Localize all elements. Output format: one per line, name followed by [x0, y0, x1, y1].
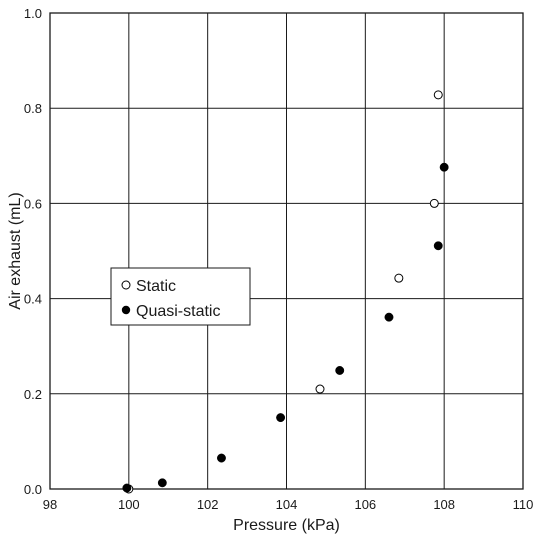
- legend-box: [110, 267, 251, 326]
- legend-label-static: Static: [136, 278, 176, 295]
- legend-marker-quasi-static: [121, 305, 131, 315]
- legend: Static Quasi-static: [110, 267, 251, 326]
- point-static: [394, 273, 404, 283]
- plot-frame: [49, 12, 524, 490]
- point-quasi-static: [276, 413, 286, 423]
- y-tick-label: 0.4: [24, 292, 42, 307]
- point-quasi-static: [157, 478, 167, 488]
- x-axis-tick-labels: 98 100 102 104 106 108 110: [43, 497, 534, 512]
- point-quasi-static: [433, 241, 443, 251]
- point-quasi-static: [217, 453, 226, 463]
- x-tick-label: 100: [118, 497, 140, 512]
- point-static: [315, 384, 325, 394]
- grid: [50, 13, 523, 489]
- x-tick-label: 98: [43, 497, 57, 512]
- y-tick-label: 0.2: [24, 387, 42, 402]
- point-quasi-static: [122, 483, 132, 493]
- x-tick-label: 108: [433, 497, 455, 512]
- y-axis-tick-labels: 0.0 0.2 0.4 0.6 0.8 1.0: [24, 6, 42, 497]
- data-points: [122, 90, 449, 494]
- point-static: [433, 90, 443, 100]
- legend-label-quasi-static: Quasi-static: [136, 303, 220, 320]
- point-quasi-static: [335, 366, 345, 375]
- point-quasi-static: [439, 162, 449, 172]
- legend-marker-static: [121, 280, 131, 290]
- x-tick-label: 106: [354, 497, 376, 512]
- y-axis-label: Air exhaust (mL): [7, 192, 24, 309]
- y-tick-label: 0.0: [24, 482, 42, 497]
- x-axis-label: Pressure (kPa): [233, 517, 340, 534]
- point-static: [429, 198, 439, 208]
- y-tick-label: 1.0: [24, 6, 42, 21]
- x-tick-label: 110: [513, 497, 534, 512]
- x-tick-label: 102: [197, 497, 219, 512]
- point-quasi-static: [384, 312, 394, 322]
- x-tick-label: 104: [276, 497, 298, 512]
- y-tick-label: 0.6: [24, 196, 42, 211]
- y-tick-label: 0.8: [24, 101, 42, 116]
